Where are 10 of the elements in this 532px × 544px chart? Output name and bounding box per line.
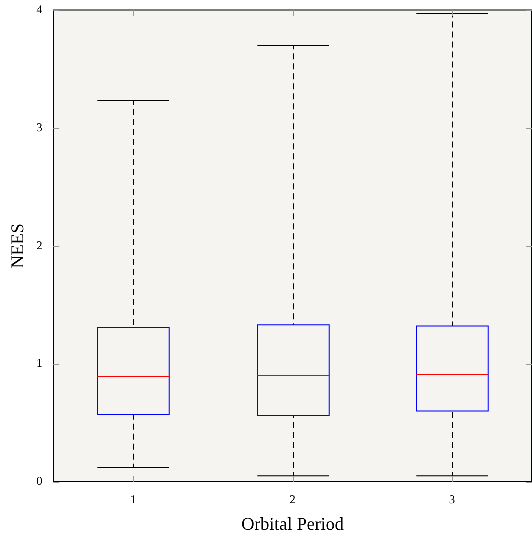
x-tick-label: 3 <box>449 492 456 506</box>
y-tick-label: 1 <box>36 356 43 370</box>
y-tick-label: 0 <box>36 474 43 488</box>
y-tick-label: 4 <box>36 2 43 16</box>
x-axis-title: Orbital Period <box>242 514 344 534</box>
y-axis-title: NEES <box>8 224 28 269</box>
x-tick-label: 1 <box>130 492 136 506</box>
x-tick-label: 2 <box>290 492 296 506</box>
y-tick-label: 3 <box>36 120 43 134</box>
y-tick-label: 2 <box>36 238 43 252</box>
